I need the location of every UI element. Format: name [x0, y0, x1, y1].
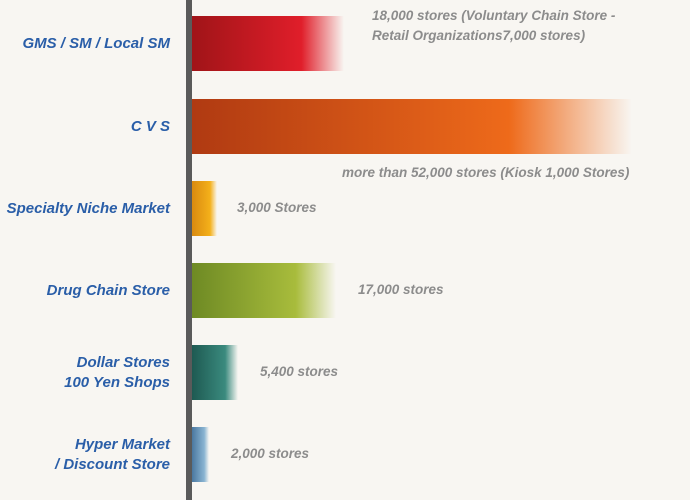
category-label-hyper-discount: Hyper Market / Discount Store: [54, 435, 170, 473]
category-label-drug-chain: Drug Chain Store: [46, 281, 170, 299]
bar-drug-chain: [192, 263, 336, 318]
vertical-axis-line: [186, 0, 192, 500]
value-label-specialty-niche: 3,000 Stores: [237, 200, 317, 215]
bar-dollar-100yen: [192, 345, 238, 400]
value-label-hyper-discount: 2,000 stores: [231, 446, 310, 461]
category-label-gms-sm: GMS / SM / Local SM: [22, 34, 170, 52]
value-label-drug-chain: 17,000 stores: [358, 282, 444, 297]
value-label-cvs: more than 52,000 stores (Kiosk 1,000 Sto…: [342, 165, 630, 180]
value-label-dollar-100yen: 5,400 stores: [260, 364, 339, 379]
category-label-cvs: C V S: [130, 117, 170, 135]
bar-specialty-niche: [192, 181, 217, 236]
category-label-dollar-100yen: Dollar Stores 100 Yen Shops: [64, 353, 170, 391]
bar-hyper-discount: [192, 427, 209, 482]
bar-gms-sm: [192, 16, 344, 71]
bar-cvs: [192, 99, 632, 154]
value-label-gms-sm: 18,000 stores (Voluntary Chain Store - R…: [372, 8, 616, 43]
category-label-specialty-niche: Specialty Niche Market: [6, 199, 170, 217]
